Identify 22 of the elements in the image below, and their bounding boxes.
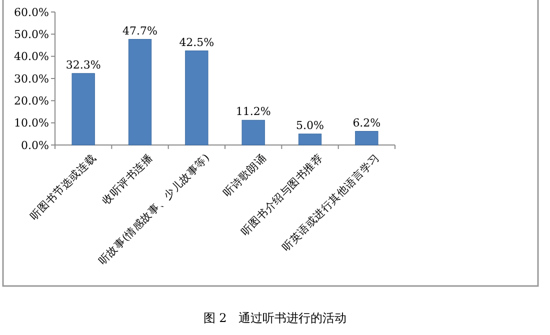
x-tick-label: 听图书节选或连载 <box>27 151 99 223</box>
y-tick-label: 30.0% <box>14 72 49 86</box>
y-tick-label: 0.0% <box>21 138 49 152</box>
bar <box>72 73 95 146</box>
text: 图 2 通过听书进行的活动 <box>203 311 347 325</box>
data-label: 5.0% <box>296 118 324 132</box>
x-tick-label: 听诗歌朗诵 <box>220 151 269 200</box>
y-tick-label: 60.0% <box>14 6 49 19</box>
bar <box>185 50 208 146</box>
y-tick-label: 20.0% <box>14 94 49 108</box>
y-tick-label: 10.0% <box>14 116 49 130</box>
data-label: 42.5% <box>179 36 214 49</box>
bar <box>128 39 152 146</box>
bar <box>355 131 378 146</box>
data-label: 6.2% <box>352 116 381 130</box>
y-tick-label: 40.0% <box>14 50 49 64</box>
bar <box>242 120 265 146</box>
data-label: 32.3% <box>66 58 101 72</box>
bar <box>298 134 322 146</box>
data-label: 47.7% <box>122 24 158 38</box>
data-label: 11.2% <box>236 105 271 118</box>
y-tick-label: 50.0% <box>14 28 49 42</box>
